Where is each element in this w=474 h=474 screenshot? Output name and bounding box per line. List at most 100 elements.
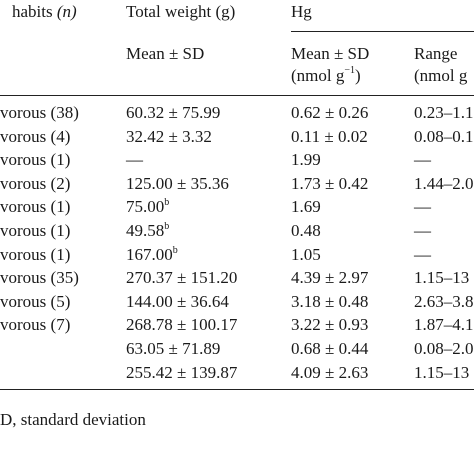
row-weight: 255.42 ± 139.87 (126, 364, 237, 381)
hg-unit-prefix: (nmol g (291, 66, 345, 85)
row-weight: 75.00b (126, 197, 170, 216)
row-weight-text: 125.00 ± 35.36 (126, 174, 229, 193)
row-weight-text: 63.05 ± 71.89 (126, 339, 221, 358)
row-weight-text: 270.37 ± 151.20 (126, 268, 238, 287)
row-hg-range: 0.23–1.1 (414, 104, 474, 121)
hg-span-rule (291, 31, 474, 32)
hg-unit-suffix: ) (355, 66, 361, 85)
row-hg-mean: 1.73 ± 0.42 (291, 175, 368, 192)
row-weight: 144.00 ± 36.64 (126, 293, 229, 310)
row-hg-range: 1.87–4.1 (414, 316, 474, 333)
row-hg-range: 0.08–2.0 (414, 340, 474, 357)
row-hg-mean: 1.05 (291, 246, 321, 263)
row-weight-text: 268.78 ± 100.17 (126, 315, 238, 334)
row-habit: vorous (1) (0, 151, 70, 168)
row-hg-mean: 4.39 ± 2.97 (291, 269, 368, 286)
row-weight-text: 49.58 (126, 221, 165, 240)
row-hg-range: 1.44–2.0 (414, 175, 474, 192)
table-bottom-rule (0, 389, 474, 390)
row-hg-range-text: 0.08–0.1 (414, 127, 474, 146)
row-weight: 268.78 ± 100.17 (126, 316, 237, 333)
row-weight-footnote-mark: b (164, 197, 170, 208)
row-weight: — (126, 151, 143, 168)
row-hg-range: — (414, 198, 431, 215)
header-habits-n: (n) (56, 2, 77, 21)
row-hg-mean-text: 0.62 ± 0.26 (291, 103, 369, 122)
row-hg-range-text: 2.63–3.8 (414, 292, 474, 311)
row-weight: 49.58b (126, 221, 170, 240)
row-weight: 167.00b (126, 245, 178, 264)
row-habit-text: vorous (4) (0, 127, 71, 146)
row-weight-text: 75.00 (126, 197, 165, 216)
row-hg-mean-text: 0.48 (291, 221, 321, 240)
header-mean-sd-hg: Mean ± SD (291, 44, 370, 63)
row-hg-range: — (414, 222, 431, 239)
header-habits-label: habits (12, 2, 53, 21)
row-hg-mean-text: 1.73 ± 0.42 (291, 174, 369, 193)
row-hg-mean-text: 1.05 (291, 245, 321, 264)
row-hg-mean: 3.18 ± 0.48 (291, 293, 368, 310)
row-habit: vorous (4) (0, 128, 70, 145)
row-habit: vorous (5) (0, 293, 70, 310)
row-hg-range: 0.08–0.1 (414, 128, 474, 145)
row-habit-text: vorous (38) (0, 103, 79, 122)
row-habit: vorous (1) (0, 246, 70, 263)
row-hg-mean-text: 1.69 (291, 197, 321, 216)
row-hg-range-text: — (414, 150, 431, 169)
row-hg-mean-text: 4.09 ± 2.63 (291, 363, 369, 382)
row-hg-range-text: 1.87–4.1 (414, 315, 474, 334)
row-hg-range-text: 1.15–13 (414, 268, 470, 287)
row-hg-range-text: — (414, 221, 431, 240)
row-habit-text: vorous (1) (0, 221, 71, 240)
row-habit: vorous (1) (0, 222, 70, 239)
row-habit-text: vorous (1) (0, 245, 71, 264)
row-hg-mean-text: 0.68 ± 0.44 (291, 339, 369, 358)
header-range: Range (414, 44, 458, 63)
row-hg-mean: 3.22 ± 0.93 (291, 316, 368, 333)
row-habit-text: vorous (1) (0, 150, 71, 169)
row-habit: vorous (2) (0, 175, 70, 192)
header-range-unit: (nmol g (414, 66, 468, 85)
row-weight-footnote-mark: b (164, 221, 170, 232)
row-hg-mean-text: 4.39 ± 2.97 (291, 268, 369, 287)
row-weight: 60.32 ± 75.99 (126, 104, 220, 121)
row-habit: vorous (1) (0, 198, 70, 215)
row-habit-text: vorous (7) (0, 315, 71, 334)
row-hg-mean: 1.99 (291, 151, 321, 168)
row-weight-text: 32.42 ± 3.32 (126, 127, 212, 146)
row-hg-range-text: 1.44–2.0 (414, 174, 474, 193)
row-hg-range-text: 1.15–13 (414, 363, 470, 382)
row-weight-text: 255.42 ± 139.87 (126, 363, 238, 382)
header-bottom-rule (0, 95, 474, 96)
row-habit: vorous (38) (0, 104, 79, 121)
row-hg-range: — (414, 246, 431, 263)
row-hg-range: — (414, 151, 431, 168)
row-hg-mean-text: 3.22 ± 0.93 (291, 315, 369, 334)
row-habit: vorous (35) (0, 269, 79, 286)
row-habit-text: vorous (1) (0, 197, 71, 216)
row-weight-footnote-mark: b (172, 245, 178, 256)
row-weight-text: 167.00 (126, 245, 173, 264)
row-weight: 125.00 ± 35.36 (126, 175, 229, 192)
row-weight-text: 60.32 ± 75.99 (126, 103, 221, 122)
row-habit-text: vorous (35) (0, 268, 79, 287)
row-hg-range-text: — (414, 245, 431, 264)
row-hg-mean: 0.11 ± 0.02 (291, 128, 368, 145)
row-hg-range: 1.15–13 (414, 364, 469, 381)
row-hg-mean: 4.09 ± 2.63 (291, 364, 368, 381)
row-hg-mean-text: 3.18 ± 0.48 (291, 292, 369, 311)
row-weight: 270.37 ± 151.20 (126, 269, 237, 286)
row-hg-mean-text: 0.11 ± 0.02 (291, 127, 368, 146)
row-habit-text: vorous (5) (0, 292, 71, 311)
row-hg-range-text: 0.08–2.0 (414, 339, 474, 358)
row-weight-text: 144.00 ± 36.64 (126, 292, 229, 311)
footnote: D, standard deviation (0, 410, 146, 429)
row-hg-mean-text: 1.99 (291, 150, 321, 169)
row-hg-range-text: — (414, 197, 431, 216)
row-habit-text: vorous (2) (0, 174, 71, 193)
header-hg: Hg (291, 2, 312, 21)
header-hg-unit: (nmol g−1) (291, 66, 361, 85)
row-habit: vorous (7) (0, 316, 70, 333)
row-hg-mean: 0.62 ± 0.26 (291, 104, 368, 121)
